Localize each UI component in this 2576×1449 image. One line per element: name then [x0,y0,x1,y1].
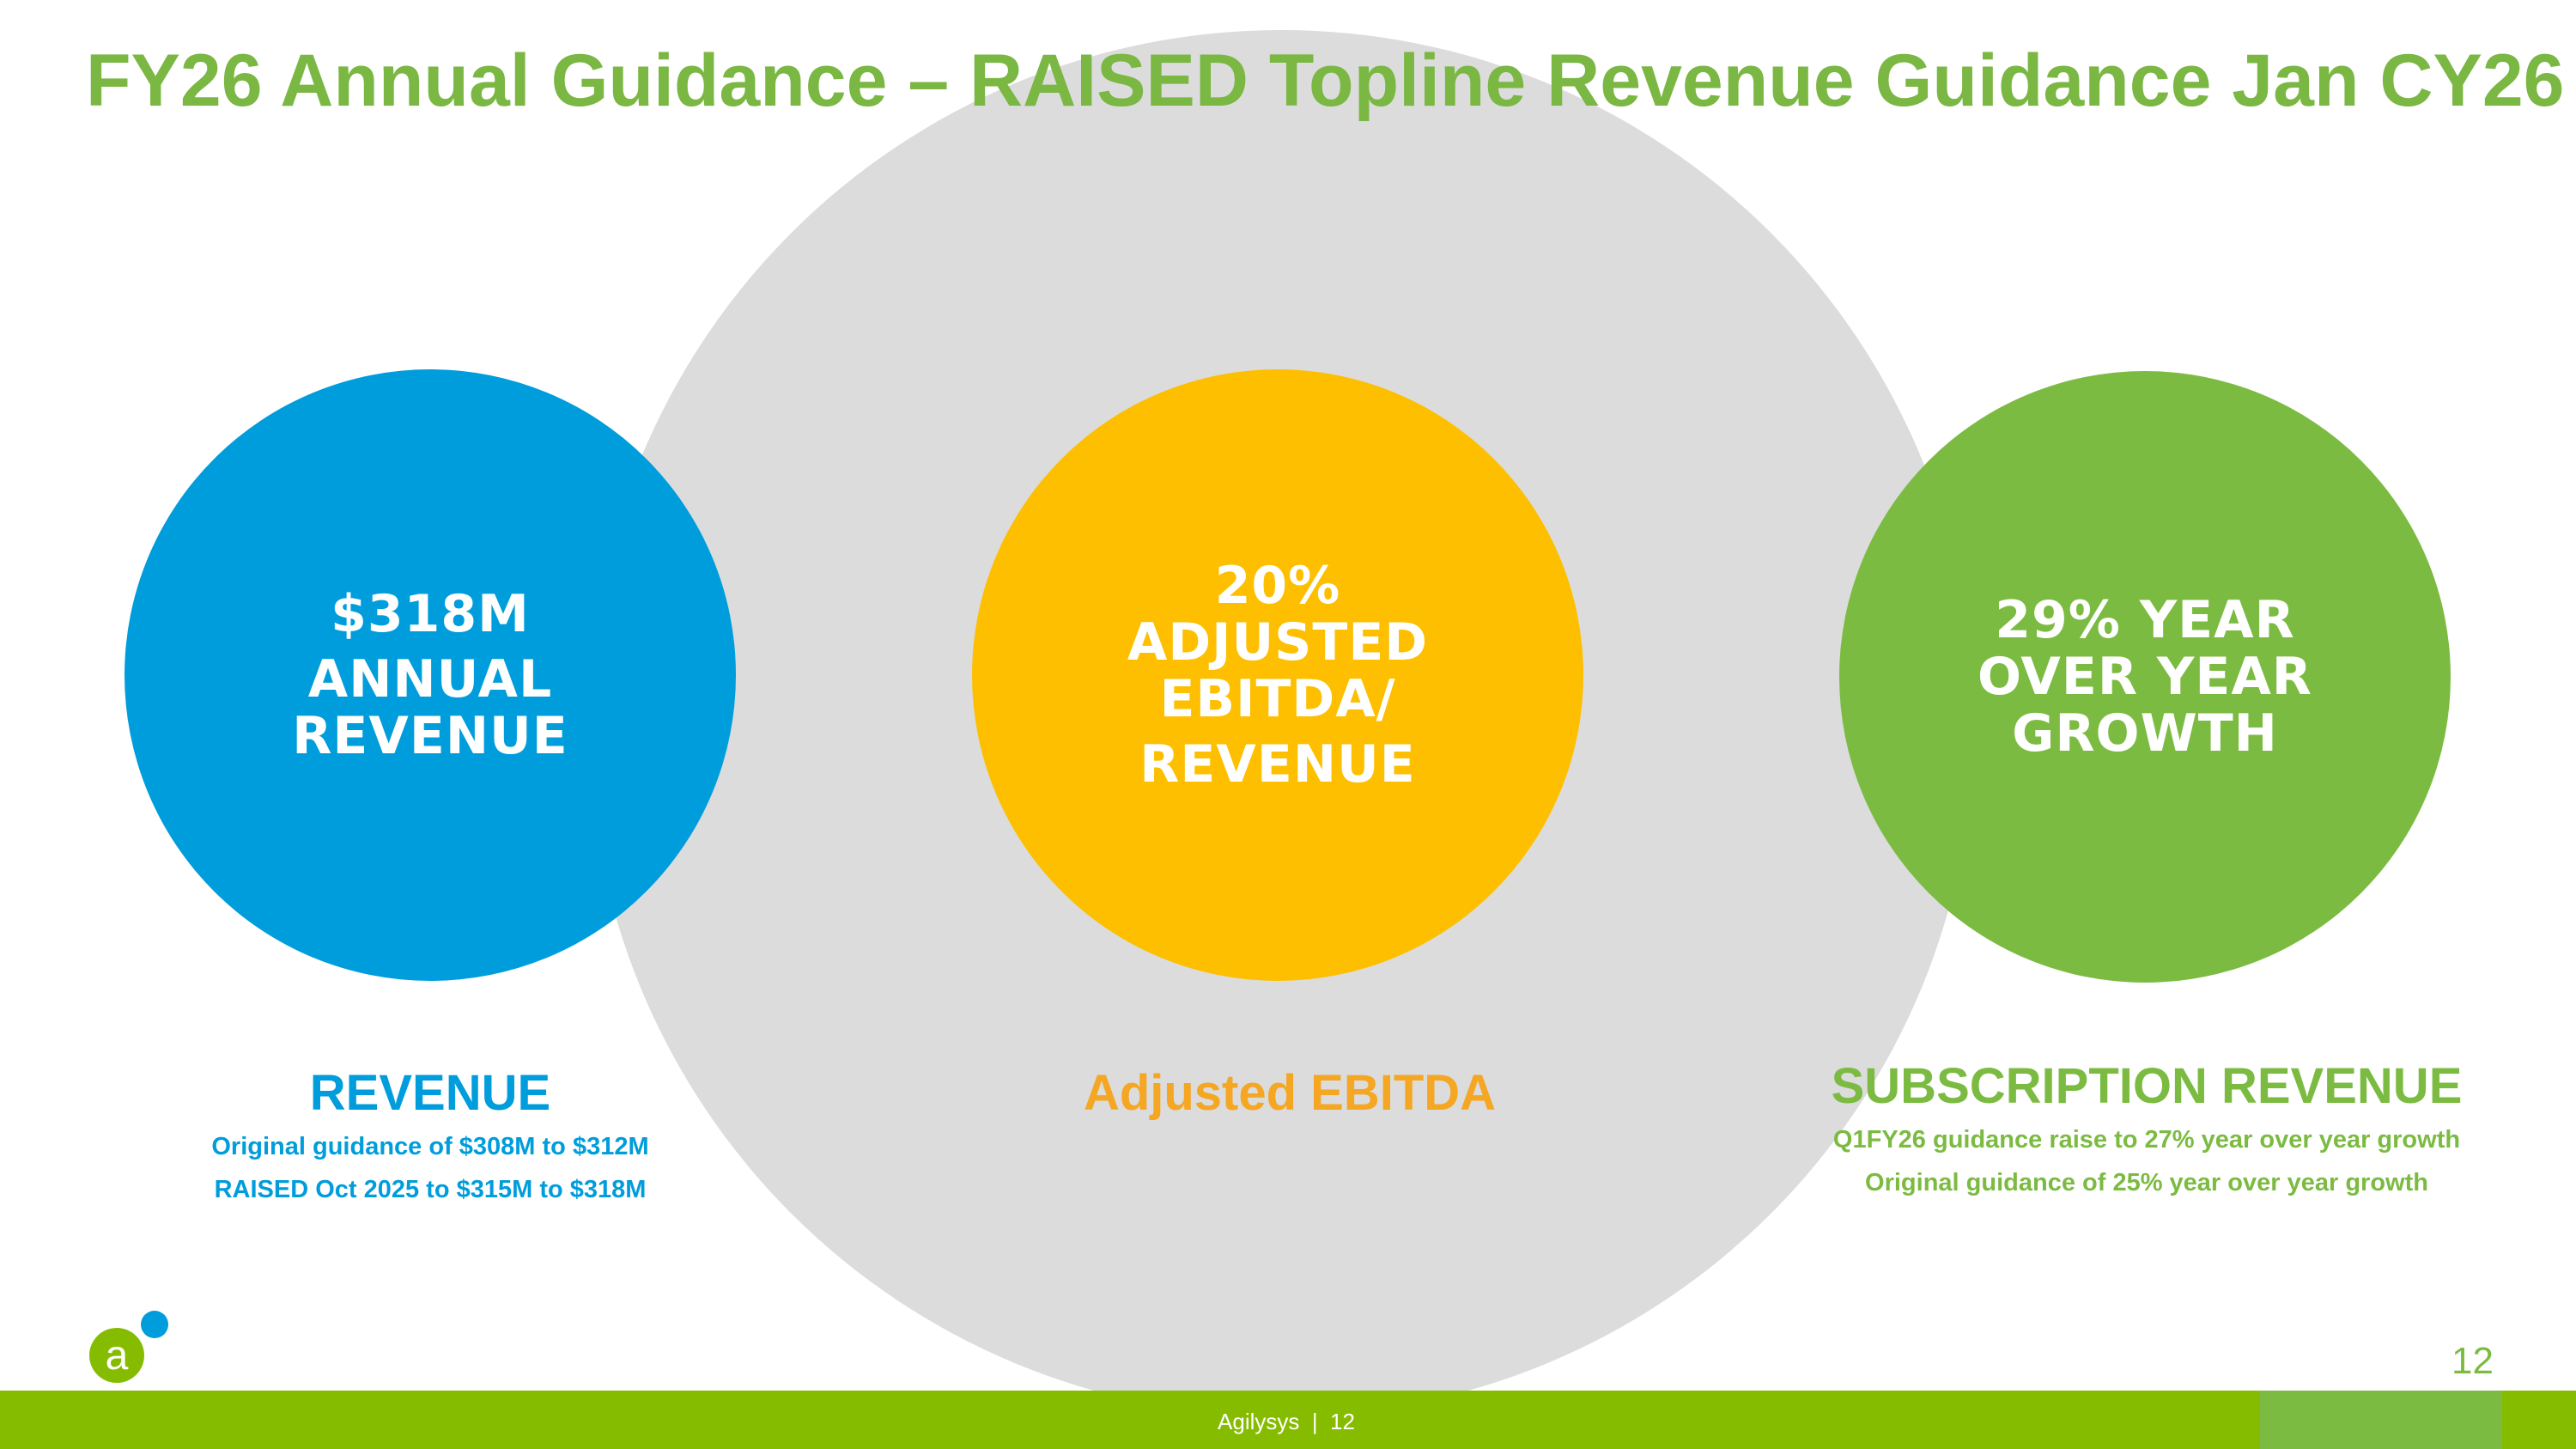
page-title: FY26 Annual Guidance – RAISED Topline Re… [86,40,2565,122]
subscription-section: SUBSCRIPTION REVENUE Q1FY26 guidance rai… [1832,1056,2463,1204]
section-note: Q1FY26 guidance raise to 27% year over y… [1832,1126,2461,1154]
growth-circle: 29% YEAR OVER YEAR GROWTH [1839,371,2451,983]
footer-accent [2260,1391,2502,1449]
revenue-section: REVENUE Original guidance of $308M to $3… [211,1063,648,1211]
section-note: RAISED Oct 2025 to $315M to $318M [214,1176,647,1203]
ebitda-section: Adjusted EBITDA [1084,1063,1496,1123]
section-heading: SUBSCRIPTION REVENUE [1831,1058,2463,1114]
circle-text: REVENUE [1139,734,1416,795]
ebitda-percent: 20% [1214,556,1341,616]
section-note: Original guidance of $308M to $312M [211,1133,649,1160]
growth-percent: 29% YEAR [1995,590,2295,650]
circle-text: ADJUSTED [1127,612,1429,673]
agilysys-logo: a [89,1311,168,1383]
footer-text: Agilysys | 12 [1218,1409,1355,1434]
footer-bar [0,1391,2576,1449]
section-heading: Adjusted EBITDA [1083,1065,1497,1121]
revenue-circle: $318M ANNUAL REVENUE [125,369,736,981]
svg-text:a: a [106,1333,129,1379]
revenue-amount: $318M [331,584,530,644]
circle-text: GROWTH [2012,703,2278,764]
circle-text: ANNUAL [307,649,553,709]
circle-text: OVER YEAR [1978,647,2312,707]
circle-text: EBITDA/ [1159,669,1396,729]
circle-text: REVENUE [292,706,568,766]
section-heading: REVENUE [309,1065,551,1121]
ebitda-circle: 20% ADJUSTED EBITDA/ REVENUE [972,369,1583,981]
page-number: 12 [2451,1340,2494,1382]
section-note: Original guidance of 25% year over year … [1865,1169,2428,1196]
